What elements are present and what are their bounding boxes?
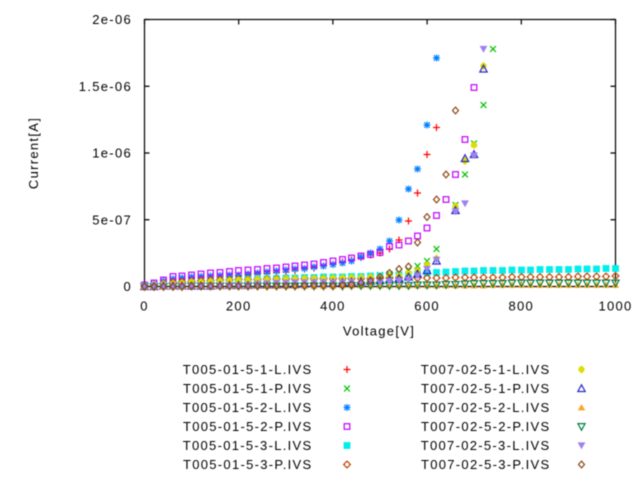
svg-text:T005-01-5-1-P.IVS: T005-01-5-1-P.IVS <box>183 381 313 396</box>
svg-text:1e-06: 1e-06 <box>92 146 132 161</box>
svg-text:0: 0 <box>123 279 132 294</box>
svg-text:T005-01-5-2-L.IVS: T005-01-5-2-L.IVS <box>183 400 313 415</box>
svg-text:1.5e-06: 1.5e-06 <box>79 79 132 94</box>
svg-text:0: 0 <box>140 299 149 314</box>
svg-text:T007-02-5-1-L.IVS: T007-02-5-1-L.IVS <box>421 362 551 377</box>
svg-text:Voltage[V]: Voltage[V] <box>343 324 415 339</box>
svg-text:T005-01-5-2-P.IVS: T005-01-5-2-P.IVS <box>183 419 313 434</box>
svg-text:200: 200 <box>226 299 252 314</box>
svg-text:2e-06: 2e-06 <box>92 12 132 27</box>
svg-text:1000: 1000 <box>598 299 632 314</box>
svg-text:T005-01-5-3-L.IVS: T005-01-5-3-L.IVS <box>183 438 313 453</box>
svg-text:800: 800 <box>509 299 535 314</box>
svg-text:T007-02-5-2-P.IVS: T007-02-5-2-P.IVS <box>421 419 551 434</box>
svg-text:T007-02-5-3-L.IVS: T007-02-5-3-L.IVS <box>421 438 551 453</box>
svg-text:T005-01-5-1-L.IVS: T005-01-5-1-L.IVS <box>183 362 313 377</box>
svg-text:400: 400 <box>320 299 346 314</box>
svg-text:5e-07: 5e-07 <box>92 212 132 227</box>
svg-text:T007-02-5-3-P.IVS: T007-02-5-3-P.IVS <box>421 457 551 472</box>
svg-text:T007-02-5-2-L.IVS: T007-02-5-2-L.IVS <box>421 400 551 415</box>
svg-text:Current[A]: Current[A] <box>26 117 41 189</box>
svg-text:600: 600 <box>414 299 440 314</box>
svg-text:T007-02-5-1-P.IVS: T007-02-5-1-P.IVS <box>421 381 551 396</box>
svg-text:T005-01-5-3-P.IVS: T005-01-5-3-P.IVS <box>183 457 313 472</box>
